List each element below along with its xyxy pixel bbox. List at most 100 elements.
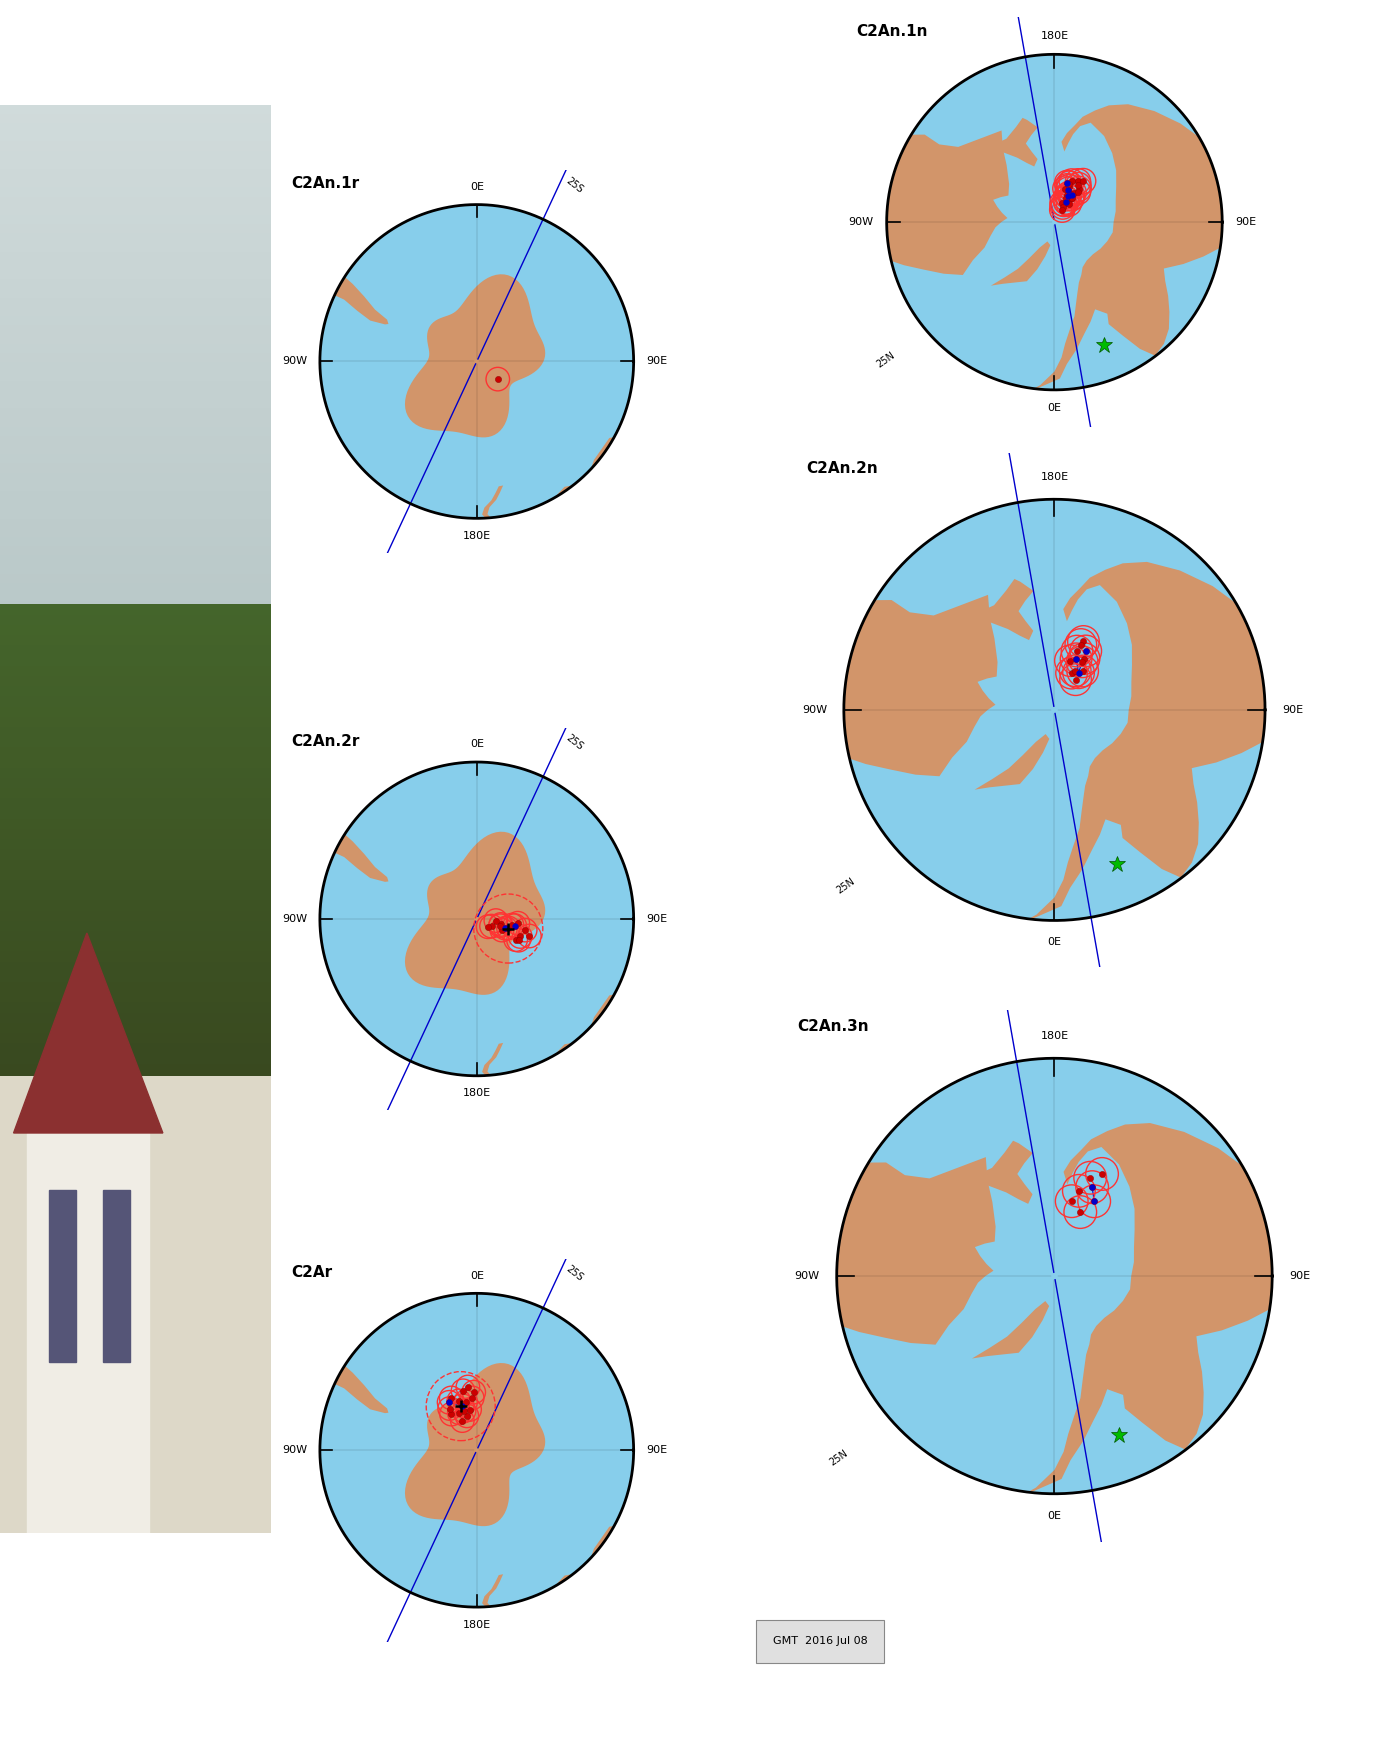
Bar [0,436,271,444]
Bar [0,625,271,636]
Text: 90W: 90W [283,1446,308,1455]
Polygon shape [887,54,1222,390]
Polygon shape [972,1301,1050,1359]
Text: 90E: 90E [646,915,667,923]
Bar [0,798,271,808]
Bar [0,620,271,629]
Polygon shape [49,1190,77,1362]
Bar [0,890,271,901]
Text: 25S: 25S [564,176,585,195]
Bar [0,758,271,768]
Bar [0,1064,271,1073]
Bar [0,399,271,408]
Text: 25S: 25S [564,1265,585,1284]
Bar [0,737,271,747]
Bar [0,610,271,620]
Bar [0,253,271,261]
Bar [0,289,271,298]
Polygon shape [482,1043,503,1084]
Bar [0,472,271,483]
Bar [0,455,271,463]
Polygon shape [260,1280,388,1413]
Bar [0,726,271,737]
Bar [0,573,271,584]
Bar [0,1023,271,1033]
Bar [0,491,271,500]
Polygon shape [690,1157,995,1345]
Text: 0E: 0E [469,739,484,749]
Bar [0,645,271,655]
Bar [0,982,271,993]
Bar [0,178,271,188]
Bar [0,859,271,869]
Polygon shape [774,131,1009,275]
Bar [0,1073,271,1084]
Bar [0,707,271,716]
Polygon shape [14,934,163,1132]
Bar [0,1033,271,1043]
Bar [0,408,271,418]
Text: 25N: 25N [827,1448,849,1469]
Bar [0,307,271,315]
Bar [0,150,271,160]
Bar [0,427,271,436]
Bar [0,1054,271,1064]
Bar [0,197,271,206]
Bar [0,850,271,859]
Text: 90W: 90W [283,357,308,366]
Polygon shape [1015,1124,1315,1500]
Polygon shape [555,436,671,559]
Bar [0,869,271,880]
Bar [0,787,271,798]
Bar [0,716,271,726]
Bar [0,629,271,638]
Bar [0,676,271,686]
Bar [0,564,271,573]
Bar [0,951,271,962]
Bar [0,160,271,169]
Bar [0,911,271,922]
Text: C2An.2n: C2An.2n [806,462,878,476]
Polygon shape [482,1575,503,1615]
Polygon shape [555,1524,671,1648]
Bar [0,1012,271,1023]
Bar [0,105,271,113]
Text: 90W: 90W [283,915,308,923]
Bar [0,993,271,1002]
Polygon shape [405,1362,546,1526]
Bar [0,972,271,982]
Polygon shape [980,118,1037,167]
Bar [0,537,271,547]
Bar [0,779,271,787]
Bar [0,444,271,455]
Bar [0,528,271,537]
Bar [0,930,271,941]
Polygon shape [1016,563,1307,925]
Bar [0,638,271,648]
Bar [0,354,271,362]
Polygon shape [405,831,546,995]
Bar [0,601,271,610]
Polygon shape [532,1165,686,1303]
Text: C2An.2r: C2An.2r [292,733,361,749]
Text: 0E: 0E [1047,1510,1062,1521]
Bar [0,556,271,564]
Polygon shape [260,749,388,881]
Text: 90W: 90W [848,218,873,226]
Polygon shape [960,578,1033,639]
Bar [0,768,271,779]
Bar [0,1043,271,1054]
Polygon shape [974,733,1050,789]
Bar [0,279,271,289]
Polygon shape [320,1293,633,1608]
Polygon shape [320,204,633,519]
Bar [0,880,271,890]
Text: 0E: 0E [1047,404,1062,413]
Bar [0,747,271,758]
Text: 0E: 0E [1047,937,1062,948]
Text: 0E: 0E [469,1270,484,1280]
Polygon shape [260,192,388,324]
Bar [0,483,271,491]
Bar [0,242,271,253]
Text: 25N: 25N [834,876,856,895]
